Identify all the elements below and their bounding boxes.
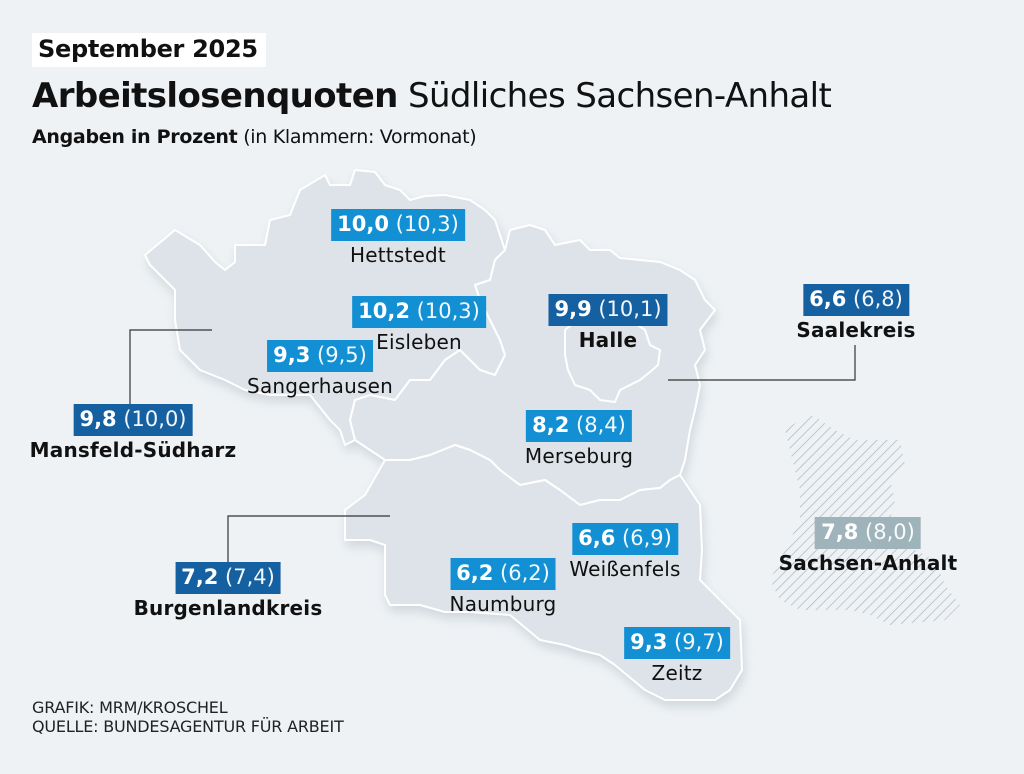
data-source: QUELLE: BUNDESAGENTUR FÜR ARBEIT: [32, 717, 344, 736]
value-box: 6,6 (6,8): [803, 284, 909, 316]
value-box: 9,3 (9,7): [624, 627, 730, 659]
region-name: Mansfeld-Südharz: [29, 438, 237, 462]
label-eisleben: 10,2 (10,3) Eisleben: [352, 296, 486, 354]
subtitle-light: (in Klammern: Vormonat): [243, 126, 477, 148]
region-name: Eisleben: [376, 330, 462, 354]
value-box: 6,2 (6,2): [450, 558, 556, 590]
region-name: Weißenfels: [569, 557, 681, 581]
region-name: Burgenlandkreis: [133, 596, 323, 620]
region-name: Saalekreis: [796, 318, 916, 342]
value-box: 10,2 (10,3): [352, 296, 486, 328]
value-box: 9,9 (10,1): [548, 294, 668, 326]
label-weissenfels: 6,6 (6,9) Weißenfels: [569, 523, 680, 581]
value-box: 7,8 (8,0): [815, 517, 921, 549]
region-name: Sachsen-Anhalt: [778, 551, 958, 575]
region-name: Zeitz: [651, 661, 703, 685]
label-halle: 9,9 (10,1) Halle: [548, 294, 668, 352]
subtitle-bold: Angaben in Prozent: [32, 126, 238, 148]
label-sangerhausen: 9,3 (9,5) Sangerhausen: [247, 340, 393, 398]
value-box: 8,2 (8,4): [526, 410, 632, 442]
region-name: Sangerhausen: [247, 374, 393, 398]
value-box: 9,3 (9,5): [267, 340, 373, 372]
title-bold: Arbeitslosenquoten: [32, 76, 398, 116]
value-box: 7,2 (7,4): [175, 562, 281, 594]
value-box: 6,6 (6,9): [572, 523, 678, 555]
connector-burgenland: [227, 515, 390, 562]
label-saalekreis: 6,6 (6,8) Saalekreis: [796, 284, 915, 342]
label-merseburg: 8,2 (8,4) Merseburg: [525, 410, 633, 468]
label-burgenlandkreis: 7,2 (7,4) Burgenlandkreis: [134, 562, 323, 620]
label-hettstedt: 10,0 (10,3) Hettstedt: [331, 209, 465, 267]
label-zeitz: 9,3 (9,7) Zeitz: [624, 627, 730, 685]
region-name: Hettstedt: [350, 243, 446, 267]
label-naumburg: 6,2 (6,2) Naumburg: [450, 558, 557, 616]
region-name: Naumburg: [449, 592, 557, 616]
footer-credits: GRAFIK: MRM/KROSCHEL QUELLE: BUNDESAGENT…: [32, 698, 344, 736]
label-sachsen-anhalt: 7,8 (8,0) Sachsen-Anhalt: [779, 517, 958, 575]
title-light: Südliches Sachsen-Anhalt: [407, 76, 832, 116]
page-title: Arbeitslosenquoten Südliches Sachsen-Anh…: [32, 76, 832, 116]
date-badge: September 2025: [32, 33, 266, 67]
connector-mansfeld: [129, 329, 212, 408]
graphic-credit: GRAFIK: MRM/KROSCHEL: [32, 698, 228, 717]
subtitle: Angaben in Prozent (in Klammern: Vormona…: [32, 126, 477, 148]
value-box: 10,0 (10,3): [331, 209, 465, 241]
region-name: Merseburg: [524, 444, 634, 468]
label-mansfeld-suedharz: 9,8 (10,0) Mansfeld-Südharz: [30, 404, 237, 462]
region-name: Halle: [578, 328, 638, 352]
value-box: 9,8 (10,0): [73, 404, 193, 436]
connector-saalekreis: [668, 345, 856, 381]
